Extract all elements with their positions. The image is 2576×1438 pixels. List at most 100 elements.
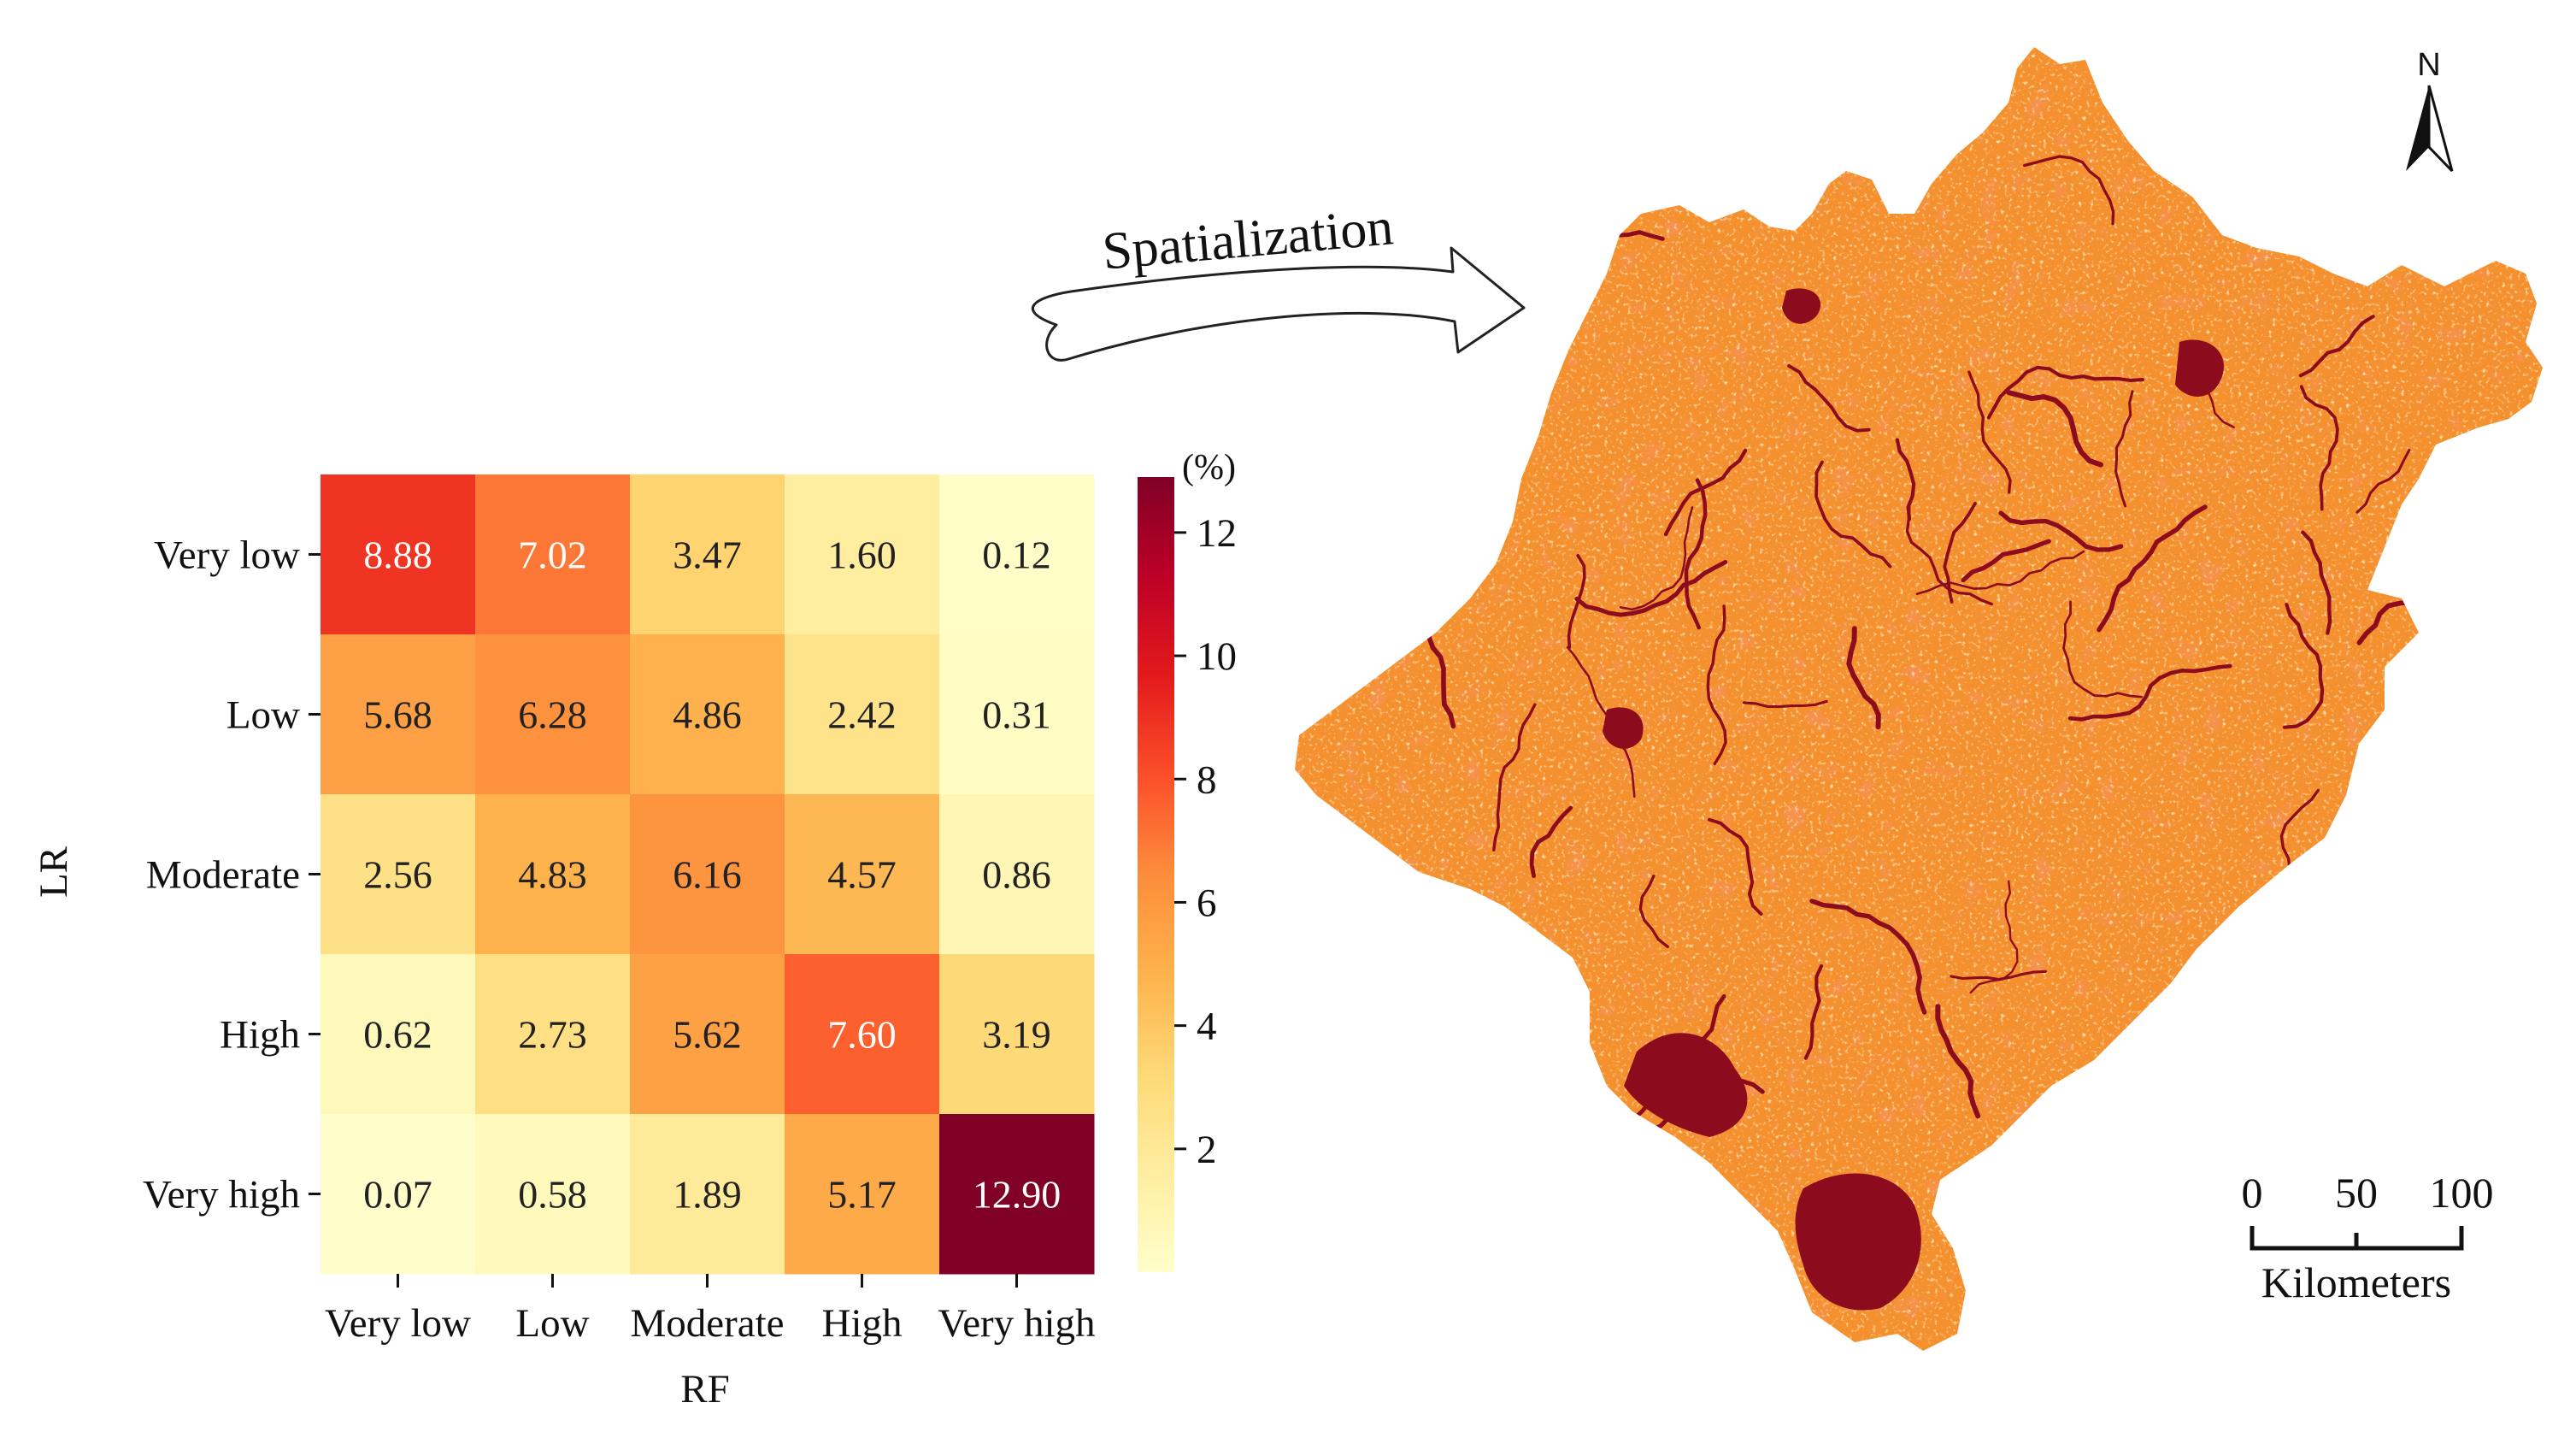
- map-river-line: [2114, 390, 2134, 508]
- map-river-line: [2120, 1144, 2167, 1212]
- colorbar-tick-label: 6: [1197, 881, 1217, 925]
- heatmap-cell: [785, 794, 940, 955]
- map-river-line: [1619, 506, 1694, 611]
- heatmap-cell-labels: 8.88 7.02 3.47 1.60 0.12 5.68 6.28 4.86 2.42 0.31…: [363, 533, 1061, 1217]
- heatmap-cell: [630, 1114, 785, 1275]
- x-axis-ticks: Very low Low Moderate High Very high: [325, 1274, 1096, 1346]
- cell-value-label: 4.86: [673, 693, 742, 737]
- cell-value-label: 7.02: [518, 533, 587, 577]
- map-river-line: [1706, 604, 1727, 765]
- map-light-texture: [1295, 47, 2543, 1351]
- heatmap-cell: [630, 794, 785, 955]
- map-river-line: [2097, 504, 2208, 633]
- map-river-line: [1905, 505, 1993, 606]
- heatmap-cell: [630, 634, 785, 795]
- map-river-line: [1625, 994, 1726, 1131]
- heatmap-cell: [630, 954, 785, 1115]
- heatmap-cell: [630, 474, 785, 635]
- map-river-line: [2206, 1100, 2326, 1188]
- heatmap-cell: [321, 634, 476, 795]
- scale-tick-label: 100: [2430, 1169, 2494, 1217]
- heatmap-cell: [475, 954, 631, 1115]
- map-river-line: [2282, 603, 2325, 729]
- north-arrow-icon: [2406, 85, 2429, 171]
- x-tick-label: High: [822, 1301, 903, 1346]
- map-river-line: [2301, 530, 2332, 635]
- scale-tick-label: 0: [2242, 1169, 2263, 1217]
- cell-value-label: 3.19: [982, 1013, 1051, 1057]
- spatial-map: [1295, 47, 2543, 1351]
- map-river-line: [1814, 460, 1892, 569]
- heatmap-cell: [475, 474, 631, 635]
- scale-bar: 0 50 100 Kilometers: [2242, 1169, 2494, 1306]
- map-river-line: [1567, 554, 1586, 649]
- heatmap-cell: [475, 794, 631, 955]
- colorbar: (%) 2 4 6 8 10 12: [1138, 448, 1237, 1272]
- heatmap-cell: [785, 954, 940, 1115]
- map-dense-region: [1795, 1173, 1921, 1311]
- heatmap-cell: [939, 634, 1095, 795]
- map-river-line: [1935, 1004, 1981, 1119]
- cell-value-label: 0.12: [982, 533, 1051, 577]
- heatmap-cell: [785, 1114, 940, 1275]
- map-river-line: [2006, 390, 2103, 468]
- heatmap-cell: [785, 634, 940, 795]
- cell-value-label: 5.17: [827, 1173, 897, 1217]
- map-river-line: [1647, 1078, 1765, 1133]
- cell-value-label: 5.62: [673, 1013, 742, 1057]
- map-river-line: [1416, 1160, 1540, 1218]
- heatmap-cell: [785, 474, 940, 635]
- map-dense-region: [2175, 339, 2224, 397]
- map-river-line: [1969, 880, 2019, 994]
- colorbar-unit-label: (%): [1182, 448, 1236, 487]
- cell-value-label: 4.83: [518, 853, 587, 897]
- colorbar-gradient: [1138, 477, 1174, 1272]
- map-river-line: [1742, 699, 1828, 709]
- x-tick-label: Moderate: [630, 1301, 784, 1346]
- heatmap-cell: [939, 794, 1095, 955]
- map-river-line: [2334, 1004, 2428, 1037]
- cell-value-label: 4.57: [827, 853, 897, 897]
- heatmap: 8.88 7.02 3.47 1.60 0.12 5.68 6.28 4.86 2.42 0.31…: [32, 474, 1096, 1411]
- colorbar-tick-label: 12: [1197, 511, 1237, 556]
- cell-value-label: 1.60: [827, 533, 897, 577]
- map-river-line: [2298, 315, 2375, 378]
- cell-value-label: 12.90: [973, 1173, 1062, 1217]
- map-river-line: [1436, 1194, 1557, 1247]
- map-river-line: [1915, 550, 2085, 595]
- cell-value-label: 2.42: [827, 693, 897, 737]
- map-river-line: [1529, 805, 1573, 878]
- y-axis-ticks: Very low Low Moderate High Very high: [143, 533, 321, 1217]
- heatmap-cell: [939, 1114, 1095, 1275]
- cell-value-label: 5.68: [363, 693, 432, 737]
- north-arrow-icon-right: [2427, 85, 2454, 173]
- map-river-line: [1684, 478, 1708, 630]
- heatmap-cell: [475, 634, 631, 795]
- map-river-line: [1638, 875, 1669, 949]
- y-tick-label: Very low: [154, 533, 300, 578]
- scale-tick-label: 50: [2335, 1169, 2378, 1217]
- map-dense-region: [2218, 981, 2259, 1027]
- map-river-line: [1809, 899, 1927, 1015]
- map-river-line: [2023, 155, 2115, 226]
- scale-bar-unit: Kilometers: [2261, 1258, 2451, 1306]
- map-dense-region: [1603, 707, 1644, 749]
- cell-value-label: 2.56: [363, 853, 432, 897]
- map-river-line: [1803, 964, 1824, 1060]
- map-river-line: [1492, 703, 1537, 852]
- map-river-line: [1846, 626, 1881, 730]
- map-river-line: [1669, 1038, 1701, 1126]
- y-tick-label: Low: [226, 693, 300, 738]
- x-tick-label: Very low: [325, 1301, 471, 1346]
- map-river-line: [1491, 1071, 1584, 1132]
- y-tick-label: High: [220, 1013, 300, 1058]
- map-river-line: [1787, 364, 1871, 433]
- cell-value-label: 1.89: [673, 1173, 742, 1217]
- north-label: N: [2417, 47, 2440, 83]
- y-axis-label: LR: [32, 846, 76, 898]
- spatialization-arrow: Spatialization: [1031, 197, 1526, 362]
- x-tick-label: Very high: [938, 1301, 1095, 1346]
- map-river-line: [1566, 645, 1636, 799]
- curved-arrow-icon: [1031, 246, 1526, 362]
